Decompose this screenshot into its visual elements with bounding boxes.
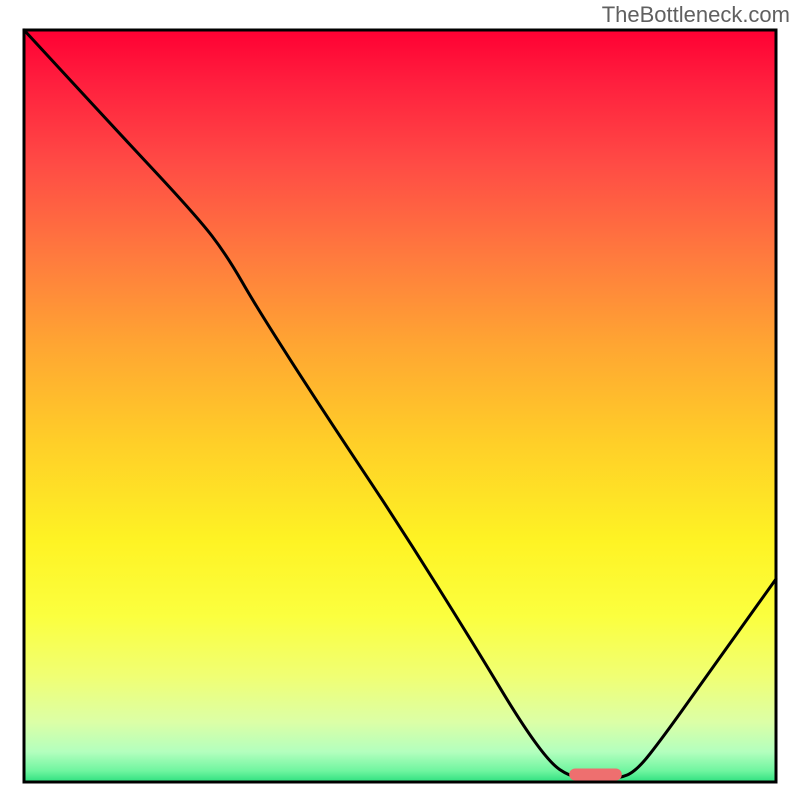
optimal-range-marker xyxy=(569,769,622,781)
gradient-background xyxy=(24,30,776,782)
chart-svg: TheBottleneck.com xyxy=(0,0,800,800)
bottleneck-chart: TheBottleneck.com xyxy=(0,0,800,800)
watermark-text: TheBottleneck.com xyxy=(602,2,790,27)
